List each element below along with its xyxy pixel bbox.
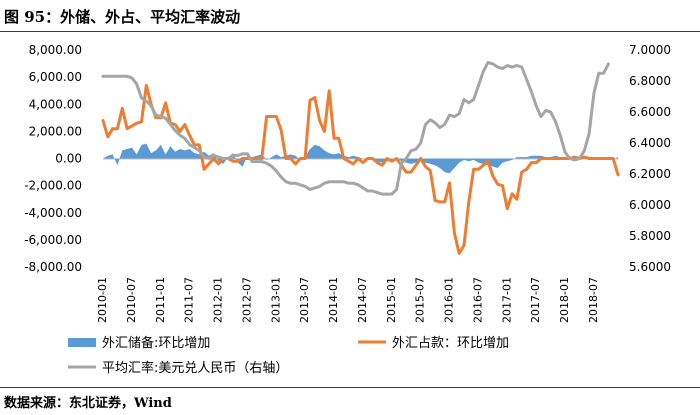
x-tick-label: 2018-07: [587, 277, 600, 323]
x-tick-label: 2017-01: [500, 277, 513, 323]
top-rule: [0, 31, 700, 32]
x-tick-label: 2018-01: [558, 277, 571, 323]
figure-title: 图 95：外储、外占、平均汇率波动: [4, 8, 241, 26]
x-tick-label: 2016-01: [443, 277, 456, 323]
right-tick-label: 6.0000: [629, 198, 671, 212]
right-tick-label: 6.6000: [629, 105, 671, 119]
legend-label: 外汇占款：环比增加: [392, 336, 509, 351]
left-tick-label: -6,000.00: [24, 233, 82, 247]
left-tick-label: -4,000.00: [24, 206, 82, 220]
right-tick-label: 6.4000: [629, 136, 671, 150]
right-tick-label: 5.6000: [629, 260, 671, 274]
right-axis: 5.6000 5.8000 6.0000 6.2000 6.4000 6.6000 6.80…: [629, 43, 671, 274]
x-tick-label: 2012-07: [240, 277, 253, 323]
x-tick-label: 2012-01: [212, 277, 225, 323]
left-tick-label: 4,000.00: [29, 97, 82, 111]
right-tick-label: 6.2000: [629, 167, 671, 181]
x-tick-label: 2015-01: [385, 277, 398, 323]
x-tick-label: 2011-07: [183, 277, 196, 323]
x-tick-label: 2011-01: [154, 277, 167, 323]
x-tick-label: 2014-01: [327, 277, 340, 323]
x-tick-label: 2013-07: [298, 277, 311, 323]
funds-line: [101, 83, 620, 255]
left-tick-label: -8,000.00: [24, 260, 82, 274]
x-tick-label: 2016-07: [471, 277, 484, 323]
x-tick-label: 2013-01: [269, 277, 282, 323]
left-tick-label: -2,000.00: [24, 179, 82, 193]
x-axis: 2010-01 2010-07 2011-01 2011-07 2012-01 2012-…: [96, 158, 618, 323]
left-axis: -8,000.00 -6,000.00 -4,000.00 -2,000.00 0.00…: [24, 43, 82, 274]
left-tick-label: 0.00: [55, 152, 82, 166]
left-tick-label: 2,000.00: [29, 124, 82, 138]
x-tick-label: 2015-07: [414, 277, 427, 323]
rate-line: [101, 60, 610, 196]
legend-label: 平均汇率:美元兑人民币（右轴）: [102, 360, 288, 376]
x-tick-label: 2014-07: [356, 277, 369, 323]
right-tick-label: 7.0000: [629, 43, 671, 57]
left-tick-label: 6,000.00: [29, 70, 82, 84]
right-tick-label: 5.8000: [629, 229, 671, 243]
legend-swatch-reserves: [68, 338, 96, 347]
series-layer: [101, 60, 620, 255]
bottom-rule: [0, 387, 700, 388]
left-tick-label: 8,000.00: [29, 43, 82, 57]
right-tick-label: 6.8000: [629, 74, 671, 88]
reserves-area: [103, 143, 618, 174]
x-tick-label: 2010-01: [96, 277, 109, 323]
source-note: 数据来源：东北证券，Wind: [4, 396, 172, 411]
x-tick-label: 2010-07: [125, 277, 138, 323]
x-tick-label: 2017-07: [529, 277, 542, 323]
legend-label: 外汇储备:环比增加: [102, 335, 210, 351]
